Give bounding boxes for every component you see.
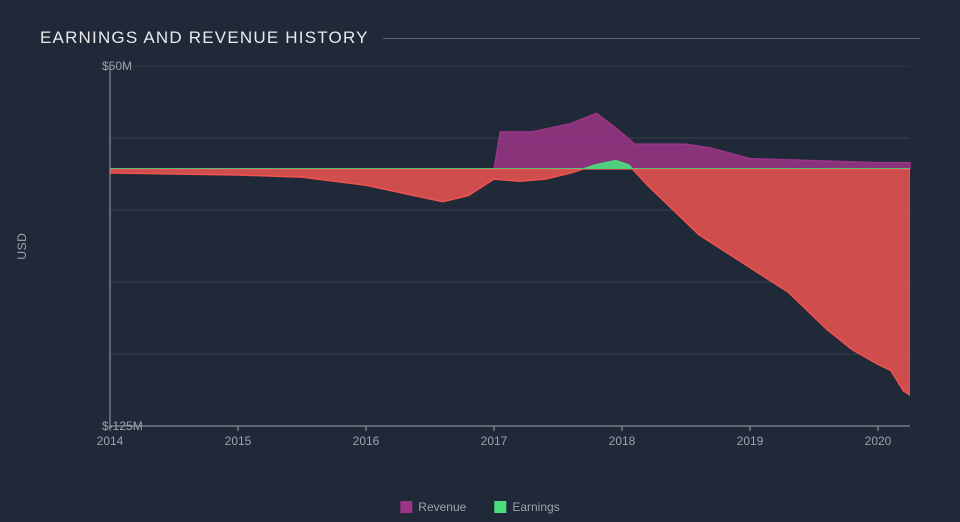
title-row: EARNINGS AND REVENUE HISTORY: [40, 28, 920, 48]
series-earnings-negative: [110, 161, 910, 396]
legend-swatch: [494, 501, 506, 513]
x-tick-label: 2017: [481, 434, 508, 448]
chart-container: EARNINGS AND REVENUE HISTORY USD $50M$-1…: [0, 0, 960, 522]
x-tick-label: 2016: [353, 434, 380, 448]
x-tick-label: 2015: [225, 434, 252, 448]
chart-title: EARNINGS AND REVENUE HISTORY: [40, 28, 369, 48]
legend-item: Earnings: [494, 500, 559, 514]
chart-svg: [40, 66, 920, 466]
legend-item: Revenue: [400, 500, 466, 514]
x-tick-label: 2014: [97, 434, 124, 448]
x-tick-label: 2018: [609, 434, 636, 448]
title-divider: [383, 38, 920, 39]
legend-label: Revenue: [418, 500, 466, 514]
x-tick-label: 2019: [737, 434, 764, 448]
series-revenue: [110, 113, 910, 169]
legend-label: Earnings: [512, 500, 559, 514]
x-tick-label: 2020: [865, 434, 892, 448]
legend: Revenue Earnings: [400, 500, 559, 514]
legend-swatch: [400, 501, 412, 513]
plot-area: USD $50M$-125M20142015201620172018201920…: [40, 66, 920, 466]
y-axis-label: USD: [15, 233, 29, 260]
